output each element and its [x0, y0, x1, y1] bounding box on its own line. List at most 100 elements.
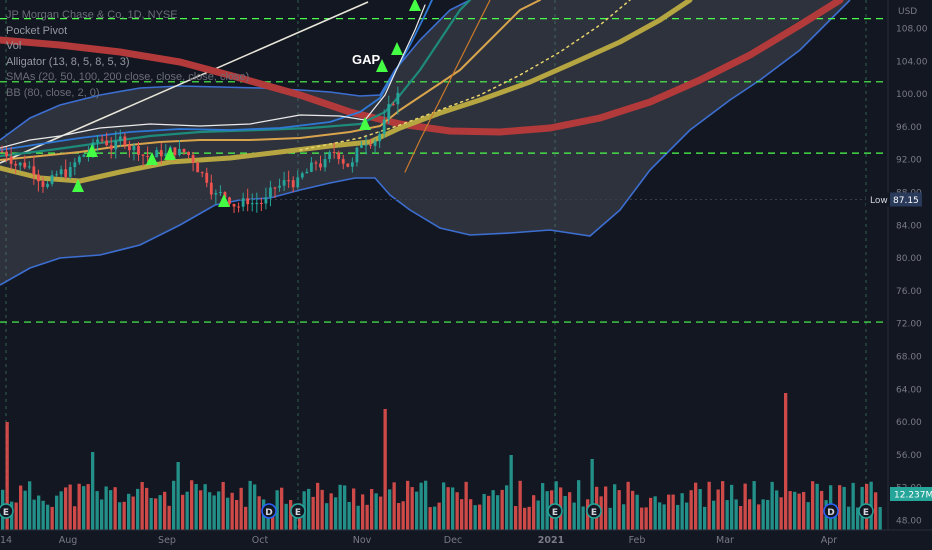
- candle-body[interactable]: [369, 144, 372, 146]
- dividend-marker[interactable]: D: [823, 503, 839, 519]
- candle-body[interactable]: [273, 187, 277, 189]
- candle-body[interactable]: [350, 162, 354, 167]
- volume-bar[interactable]: [77, 483, 81, 530]
- sma-20-line[interactable]: [299, 0, 631, 151]
- volume-bar[interactable]: [343, 485, 347, 530]
- volume-bar[interactable]: [640, 507, 644, 530]
- candle-body[interactable]: [55, 174, 58, 176]
- candle-body[interactable]: [373, 141, 377, 146]
- volume-bar[interactable]: [811, 481, 815, 530]
- sma-200-line[interactable]: [0, 0, 844, 136]
- legend-volume[interactable]: Vol: [6, 40, 22, 52]
- volume-bar[interactable]: [118, 502, 122, 530]
- volume-bar[interactable]: [433, 506, 437, 530]
- volume-bar[interactable]: [28, 481, 32, 530]
- candle-body[interactable]: [41, 181, 45, 187]
- volume-bar[interactable]: [284, 503, 288, 530]
- volume-bar[interactable]: [370, 489, 374, 530]
- pocket-pivot-marker[interactable]: [86, 144, 98, 157]
- alligator-teeth-line[interactable]: [0, 0, 433, 151]
- volume-bar[interactable]: [874, 492, 878, 530]
- candle-body[interactable]: [196, 162, 200, 173]
- volume-bar[interactable]: [563, 496, 567, 530]
- volume-bar[interactable]: [707, 481, 711, 530]
- candle-body[interactable]: [228, 197, 231, 204]
- volume-bar[interactable]: [379, 496, 383, 530]
- candle-body[interactable]: [391, 104, 395, 106]
- volume-bar[interactable]: [685, 502, 689, 530]
- candle-body[interactable]: [305, 171, 309, 174]
- volume-bar[interactable]: [95, 491, 99, 530]
- pocket-pivot-marker[interactable]: [409, 0, 421, 11]
- volume-bar[interactable]: [410, 487, 414, 530]
- candle-body[interactable]: [287, 180, 291, 182]
- volume-bar[interactable]: [383, 409, 387, 530]
- candle-body[interactable]: [50, 175, 54, 184]
- earnings-marker[interactable]: E: [547, 503, 563, 519]
- pocket-pivot-marker[interactable]: [164, 147, 176, 160]
- candle-body[interactable]: [209, 182, 213, 195]
- volume-bar[interactable]: [271, 507, 275, 530]
- volume-bar[interactable]: [446, 487, 450, 530]
- volume-bar[interactable]: [743, 483, 747, 530]
- volume-bar[interactable]: [802, 491, 806, 530]
- volume-bar[interactable]: [194, 484, 198, 530]
- volume-bar[interactable]: [766, 499, 770, 530]
- candle-body[interactable]: [341, 159, 345, 164]
- sma-50-line[interactable]: [0, 0, 541, 161]
- earnings-marker[interactable]: E: [0, 503, 14, 519]
- volume-bar[interactable]: [131, 496, 135, 530]
- volume-bar[interactable]: [253, 484, 257, 530]
- volume-bar[interactable]: [752, 481, 756, 530]
- volume-bar[interactable]: [32, 499, 36, 530]
- candle-body[interactable]: [9, 156, 13, 164]
- volume-bar[interactable]: [590, 459, 594, 530]
- candle-body[interactable]: [37, 174, 40, 182]
- volume-bar[interactable]: [325, 503, 329, 530]
- volume-bar[interactable]: [442, 482, 446, 530]
- volume-bar[interactable]: [806, 502, 810, 530]
- candle-body[interactable]: [323, 159, 327, 168]
- volume-bar[interactable]: [797, 493, 801, 530]
- volume-bar[interactable]: [46, 504, 50, 530]
- volume-bar[interactable]: [842, 486, 846, 530]
- volume-bar[interactable]: [851, 482, 855, 530]
- candle-body[interactable]: [200, 172, 204, 174]
- volume-bar[interactable]: [329, 493, 333, 530]
- volume-bar[interactable]: [617, 490, 621, 530]
- volume-bar[interactable]: [235, 499, 239, 530]
- volume-bar[interactable]: [338, 484, 342, 530]
- volume-bar[interactable]: [514, 506, 518, 530]
- volume-bar[interactable]: [424, 480, 428, 530]
- volume-bar[interactable]: [199, 490, 203, 530]
- candle-body[interactable]: [187, 151, 190, 156]
- volume-bar[interactable]: [14, 502, 18, 530]
- volume-bar[interactable]: [536, 500, 540, 530]
- candle-body[interactable]: [269, 187, 272, 198]
- volume-bar[interactable]: [316, 482, 320, 530]
- volume-bar[interactable]: [505, 485, 509, 530]
- candle-body[interactable]: [73, 162, 77, 168]
- candle-body[interactable]: [255, 202, 259, 204]
- candle-body[interactable]: [82, 154, 86, 157]
- volume-bar[interactable]: [680, 493, 684, 530]
- volume-bar[interactable]: [356, 505, 360, 530]
- candle-body[interactable]: [232, 203, 236, 207]
- candle-body[interactable]: [346, 163, 350, 167]
- candle-body[interactable]: [241, 198, 245, 207]
- volume-bar[interactable]: [856, 507, 860, 530]
- candle-body[interactable]: [0, 151, 4, 153]
- volume-bar[interactable]: [190, 480, 194, 530]
- candle-body[interactable]: [173, 147, 177, 155]
- dividend-marker[interactable]: D: [261, 503, 277, 519]
- volume-bar[interactable]: [334, 497, 338, 530]
- volume-bar[interactable]: [406, 480, 410, 530]
- volume-bar[interactable]: [352, 488, 356, 530]
- candle-body[interactable]: [319, 163, 322, 168]
- candle-body[interactable]: [314, 162, 318, 164]
- volume-bar[interactable]: [176, 462, 180, 530]
- candle-body[interactable]: [259, 202, 263, 204]
- earnings-marker[interactable]: E: [858, 503, 874, 519]
- volume-bar[interactable]: [221, 481, 225, 530]
- candle-body[interactable]: [14, 163, 18, 166]
